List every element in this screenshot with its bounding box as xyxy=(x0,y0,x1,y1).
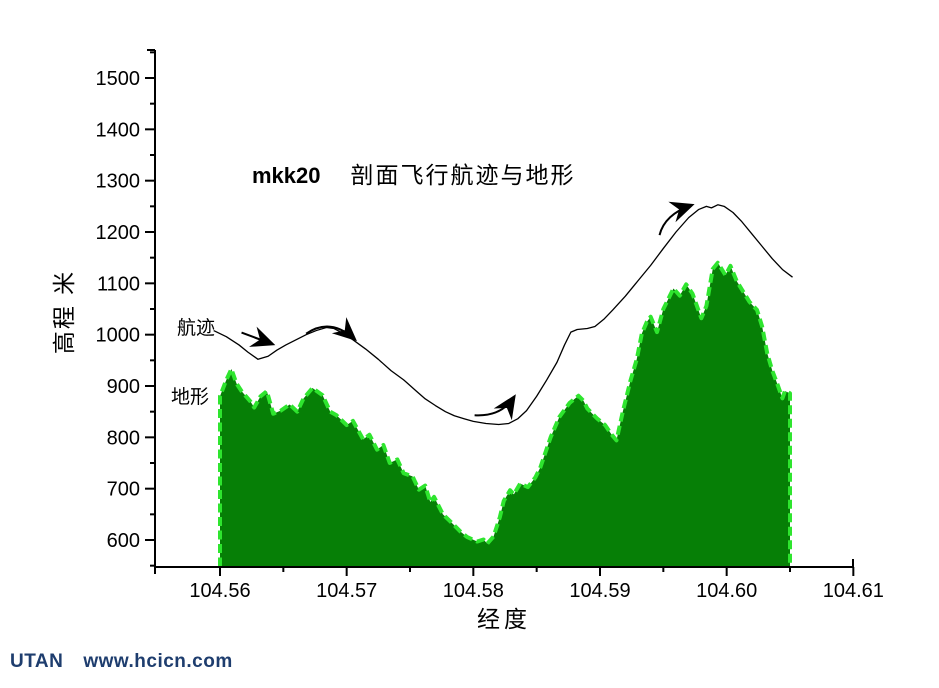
y-tick-label: 1200 xyxy=(96,222,141,244)
chart-title: mkk20 剖面飞行航迹与地形 xyxy=(252,156,576,190)
terrain-area xyxy=(220,262,791,567)
x-tick-label: 104.59 xyxy=(569,580,630,602)
trajectory-line xyxy=(213,204,793,426)
y-tick-label: 1400 xyxy=(96,119,141,141)
x-tick-label: 104.60 xyxy=(696,580,757,602)
trajectory-series-label: 航迹 xyxy=(177,317,216,339)
direction-arrow xyxy=(474,394,516,421)
direction-arrow xyxy=(658,201,695,236)
terrain-outline xyxy=(218,260,792,567)
y-tick-label: 1300 xyxy=(96,171,141,193)
watermark-url: www.hcicn.com xyxy=(83,651,233,672)
direction-arrow xyxy=(305,317,357,342)
x-tick-label: 104.61 xyxy=(823,580,884,602)
y-tick-label: 1100 xyxy=(97,273,140,295)
x-tick-label: 104.56 xyxy=(189,580,250,602)
watermark-brand: UTAN xyxy=(10,651,64,672)
y-tick-label: 1500 xyxy=(96,68,141,90)
y-axis-label: 高程 米 xyxy=(52,269,78,355)
x-tick-label: 104.58 xyxy=(443,580,504,602)
chart-title-text: 剖面飞行航迹与地形 xyxy=(350,163,576,189)
y-tick-label: 600 xyxy=(107,530,140,552)
y-tick-label: 700 xyxy=(107,479,140,501)
y-tick-label: 1000 xyxy=(96,325,141,347)
terrain-series-label: 地形 xyxy=(171,386,210,408)
x-axis-label: 经度 xyxy=(477,607,531,633)
x-tick-label: 104.57 xyxy=(316,580,377,602)
direction-arrow xyxy=(241,326,276,347)
watermark-footer: UTAN www.hcicn.com xyxy=(10,651,233,673)
y-tick-label: 800 xyxy=(107,427,140,449)
chart-title-code: mkk20 xyxy=(252,163,321,188)
y-tick-label: 900 xyxy=(107,376,140,398)
